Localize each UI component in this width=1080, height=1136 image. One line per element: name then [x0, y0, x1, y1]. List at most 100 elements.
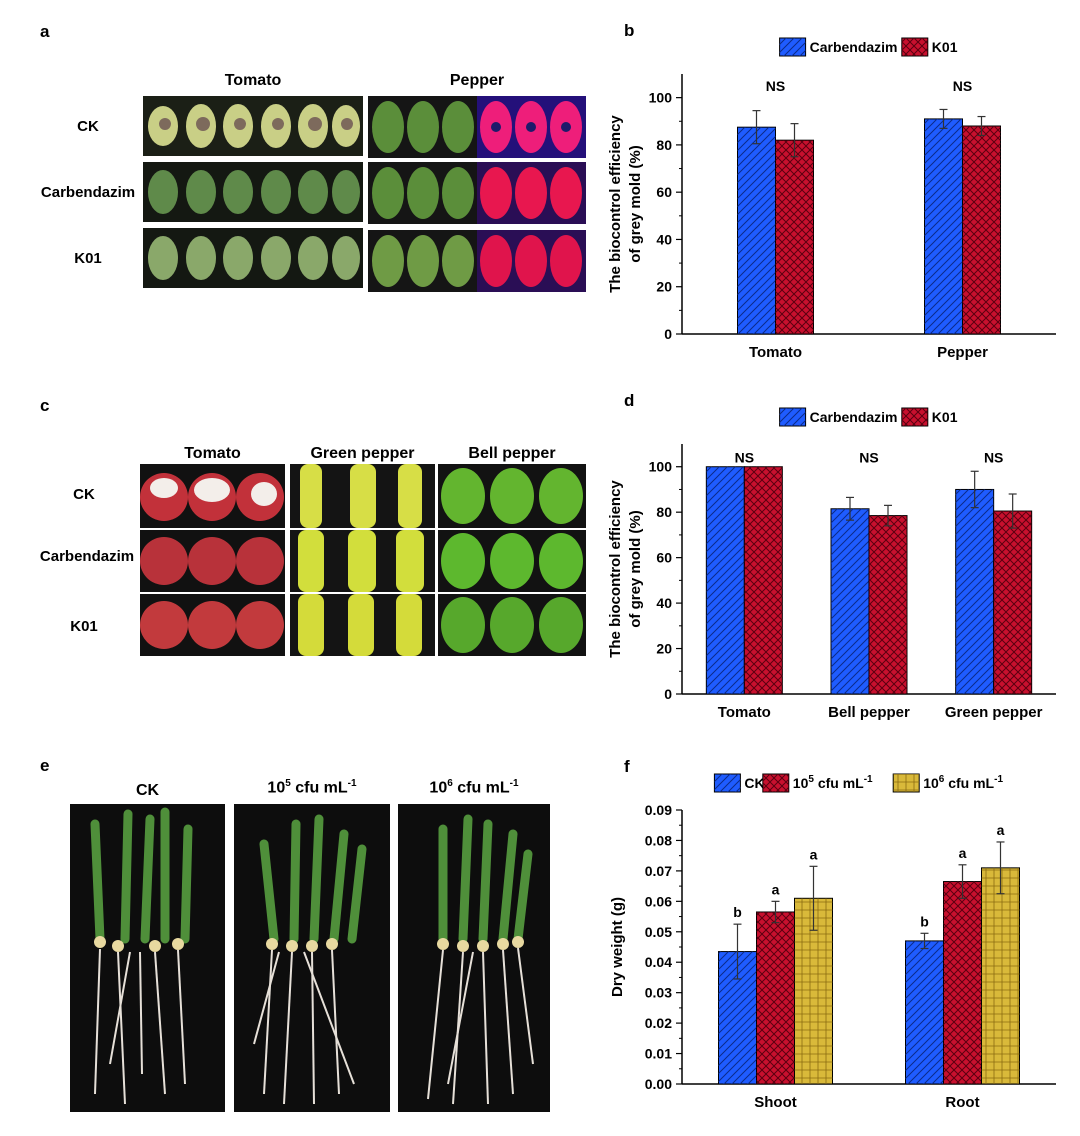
- y-tick-label-f-6: 0.06: [645, 893, 672, 909]
- error-bar-f-0-1: [771, 900, 780, 924]
- x-tick-label-f-1: Root: [945, 1094, 979, 1111]
- y-tick-label-f-5: 0.05: [645, 924, 672, 940]
- y-tick-label-d-3: 60: [656, 550, 672, 566]
- significance-letter-f-0-2: a: [810, 846, 818, 862]
- photo-seedlings-1e6: [398, 804, 550, 1112]
- annotation-b-0: NS: [766, 78, 785, 94]
- annotation-b-1: NS: [953, 78, 972, 94]
- photo-seedlings-1e5: [234, 804, 390, 1112]
- error-bar-f-1-0: [920, 932, 929, 950]
- y-tick-label-b-2: 40: [656, 231, 672, 247]
- y-tick-label-f-2: 0.02: [645, 1015, 672, 1031]
- photo-pepper-leaf-carbendazim: [368, 162, 586, 224]
- y-axis-label-d-1: of grey mold (%): [627, 510, 644, 628]
- y-tick-label-f-3: 0.03: [645, 985, 672, 1001]
- y-tick-label-f-4: 0.04: [645, 954, 672, 970]
- photo-pepper-leaf-ck: [368, 96, 586, 158]
- header-ck-e: CK: [135, 782, 160, 799]
- y-tick-label-d-0: 0: [664, 686, 672, 702]
- header-tomato-c: Tomato: [184, 445, 241, 462]
- row-label-ck-a: CK: [77, 118, 99, 135]
- header-bell-pepper-c: Bell pepper: [468, 445, 556, 462]
- photo-tomato-leaf-carbendazim: [143, 162, 363, 222]
- header-pepper-a: Pepper: [449, 72, 505, 89]
- y-tick-label-d-2: 40: [656, 595, 672, 611]
- row-label-ck-c: CK: [73, 486, 95, 503]
- panel-label-e: e: [40, 756, 50, 775]
- photo-tomato-fruit-carbendazim: [140, 530, 285, 592]
- y-tick-label-b-3: 60: [656, 184, 672, 200]
- error-bar-b-1-1: [977, 115, 986, 137]
- chart-d: d Carbendazim K01 0 20 40 60 80 100 The biocontro…: [607, 391, 1056, 721]
- photo-green-pepper-carbendazim: [290, 530, 435, 592]
- legend-label-d-1: K01: [932, 409, 958, 425]
- x-tick-label-d-0: Tomato: [718, 704, 771, 721]
- y-tick-label-f-7: 0.07: [645, 863, 672, 879]
- significance-letter-f-1-0: b: [920, 913, 929, 929]
- error-bar-f-1-2: [996, 841, 1005, 895]
- legend-label-b-0: Carbendazim: [810, 39, 898, 55]
- photo-tomato-fruit-ck: [140, 464, 285, 528]
- y-tick-label-b-5: 100: [649, 90, 673, 106]
- photo-tomato-leaf-ck: [143, 96, 363, 156]
- significance-letter-f-1-1: a: [959, 845, 967, 861]
- header-1e6-e: 106 cfu mL-1: [429, 778, 519, 797]
- x-tick-label-f-0: Shoot: [754, 1094, 797, 1111]
- legend-label-d-0: Carbendazim: [810, 409, 898, 425]
- chart-b: b Carbendazim K01 0 20 40 60 80 100 The biocontro…: [607, 21, 1056, 361]
- error-bar-f-0-0: [733, 923, 742, 980]
- photo-pepper-leaf-k01: [368, 230, 586, 292]
- panel-label-a: a: [40, 22, 50, 41]
- y-axis-label-b-0: The biocontrol efficiency: [607, 115, 624, 293]
- y-tick-label-d-4: 80: [656, 504, 672, 520]
- x-tick-label-b-0: Tomato: [749, 344, 802, 361]
- legend-d: Carbendazim K01: [779, 407, 958, 427]
- legend-label-f-0: CK: [744, 775, 764, 791]
- legend-label-f-2: 106 cfu mL-1: [923, 774, 1003, 791]
- error-bar-b-0-1: [790, 123, 799, 158]
- photo-bell-pepper-carbendazim: [438, 530, 586, 592]
- x-tick-label-d-1: Bell pepper: [828, 704, 910, 721]
- y-tick-label-d-5: 100: [649, 459, 673, 475]
- error-bar-f-1-1: [958, 864, 967, 899]
- y-axis-label-d-0: The biocontrol efficiency: [607, 480, 624, 658]
- y-tick-label-f-0: 0.00: [645, 1076, 672, 1092]
- error-bar-b-1-0: [939, 108, 948, 129]
- annotation-d-2: NS: [984, 450, 1003, 466]
- panel-label-c: c: [40, 396, 50, 415]
- y-tick-label-f-8: 0.08: [645, 832, 672, 848]
- y-axis-label-b-1: of grey mold (%): [627, 145, 644, 263]
- panel-label-b: b: [624, 21, 634, 40]
- error-bar-f-0-2: [809, 865, 818, 931]
- photo-tomato-fruit-k01: [140, 594, 285, 656]
- error-bar-d-1-0: [846, 496, 854, 521]
- x-tick-label-d-2: Green pepper: [945, 704, 1043, 721]
- annotation-d-1: NS: [859, 450, 878, 466]
- y-tick-label-b-0: 0: [664, 326, 672, 342]
- y-tick-label-d-1: 20: [656, 641, 672, 657]
- header-green-pepper-c: Green pepper: [310, 445, 415, 462]
- legend-b: Carbendazim K01: [779, 37, 958, 57]
- error-bar-d-2-0: [970, 470, 979, 509]
- header-tomato-a: Tomato: [224, 72, 282, 89]
- row-label-k01-a: K01: [74, 250, 102, 267]
- photo-bell-pepper-ck: [438, 464, 586, 528]
- annotation-d-0: NS: [735, 450, 754, 466]
- photo-bell-pepper-k01: [438, 594, 586, 656]
- legend-label-b-1: K01: [932, 39, 958, 55]
- row-label-k01-c: K01: [70, 618, 98, 635]
- header-1e5-e: 105 cfu mL-1: [267, 778, 357, 797]
- y-tick-label-f-1: 0.01: [645, 1046, 672, 1062]
- photo-green-pepper-ck: [290, 464, 435, 528]
- panel-label-d: d: [624, 391, 634, 410]
- photo-green-pepper-k01: [290, 594, 435, 656]
- chart-f: f CK 105 cfu mL-1 106 cfu mL-1 0.00 0.01 0.02 0…: [609, 757, 1056, 1111]
- y-axis-label-f-0: Dry weight (g): [609, 897, 626, 997]
- panel-label-f: f: [624, 757, 630, 776]
- error-bar-d-1-1: [884, 504, 892, 527]
- y-tick-label-b-1: 20: [656, 279, 672, 295]
- row-label-carbendazim-c: Carbendazim: [39, 548, 135, 565]
- y-tick-label-f-9: 0.09: [645, 802, 672, 818]
- y-tick-label-b-4: 80: [656, 137, 672, 153]
- photo-seedlings-ck: [70, 804, 225, 1112]
